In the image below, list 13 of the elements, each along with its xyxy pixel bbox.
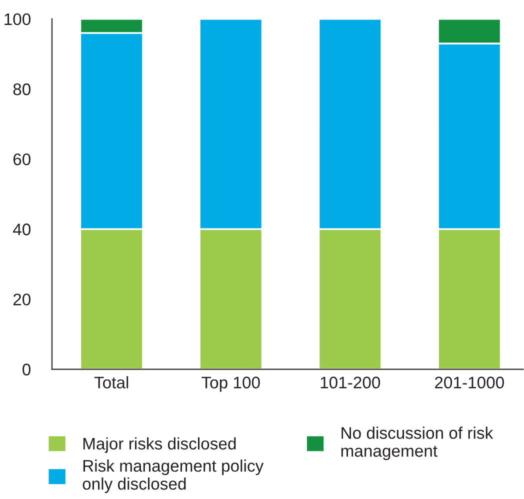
y-tick-label: 20: [13, 294, 30, 306]
y-tick-label: 60: [13, 153, 30, 166]
y-tick-label: 40: [12, 224, 30, 236]
legend-label: No discussion of risk management: [341, 426, 494, 460]
x-tick-label: Total: [94, 376, 128, 388]
y-tick-label: 0: [22, 364, 30, 376]
y-tick-label: 80: [13, 83, 30, 96]
x-tick-label: 201-1000: [435, 376, 504, 388]
legend-label: Major risks disclosed: [83, 437, 236, 453]
legend-label: Risk management policy only disclosed: [82, 460, 264, 494]
x-tick-label: 101-200: [320, 376, 380, 388]
y-tick-label: 100: [4, 13, 30, 26]
x-tick-label: Top 100: [202, 376, 260, 392]
